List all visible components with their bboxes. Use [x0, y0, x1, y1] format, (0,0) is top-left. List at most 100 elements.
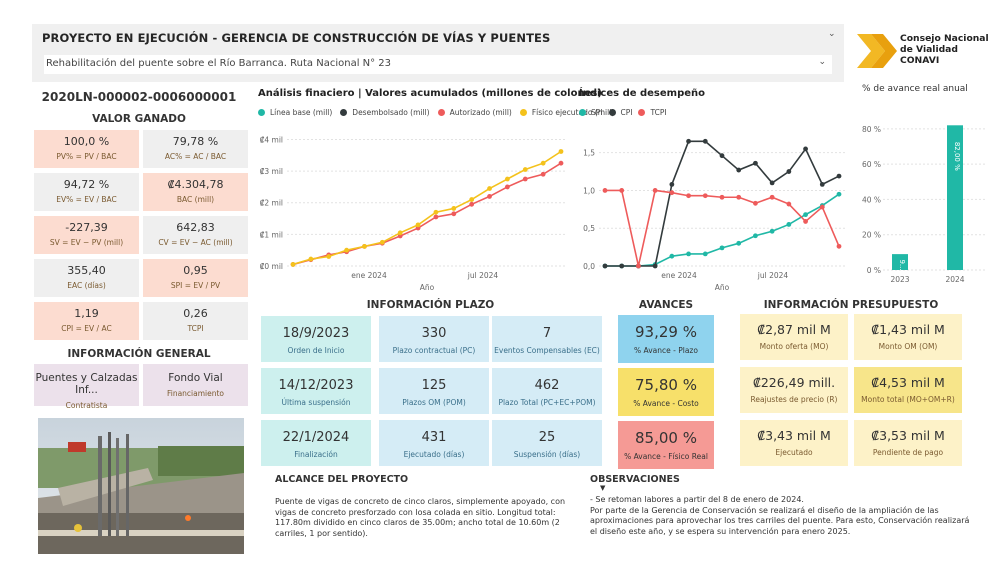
plazo-card: 462 Plazo Total (PC+EC+POM): [492, 368, 602, 414]
data-point: [308, 256, 314, 262]
plazo-card: 330 Plazo contractual (PC): [379, 316, 489, 362]
caret-down-icon[interactable]: ▼: [600, 484, 606, 492]
kpi-card: 79,78 % AC% = AC / BAC: [143, 130, 248, 168]
legend-item-desembolsado[interactable]: Desembolsado (mill): [340, 108, 430, 117]
bar-2024: [947, 125, 963, 270]
presupuesto-label: Monto total (MO+OM+R): [861, 395, 955, 404]
data-point: [652, 263, 658, 269]
plazo-label: Última suspensión: [281, 398, 351, 407]
plazo-card: 22/1/2024 Finalización: [261, 420, 371, 466]
avance-card: 75,80 % % Avance - Costo: [618, 368, 714, 416]
presupuesto-value: ₡3,53 mil M: [871, 428, 945, 443]
data-point: [558, 149, 564, 154]
finance-line-chart: ₡0 mil ₡1 mil ₡2 mil ₡3 mil ₡4 mil ene 2024 ju…: [260, 135, 567, 292]
legend-item-fisico[interactable]: Físico ejecutado (mill): [519, 108, 614, 117]
indices-line-chart: 0,0 0,5 1,0 1,5 ene 2024 jul 2024 Año: [583, 138, 845, 292]
presupuesto-card: ₡2,87 mil M Monto oferta (MO): [740, 314, 848, 360]
plazo-card: 125 Plazos OM (POM): [379, 368, 489, 414]
plazo-label: Plazos OM (POM): [402, 398, 466, 407]
bar-2023: [892, 254, 908, 270]
data-point: [415, 222, 421, 228]
data-point: [786, 201, 792, 207]
data-point: [786, 169, 792, 174]
finance-chart-title: Análisis finaciero | Valores acumulados …: [258, 88, 602, 99]
presupuesto-value: ₡1,43 mil M: [871, 322, 945, 337]
legend-item-cpi[interactable]: CPI: [608, 108, 632, 117]
kpi-label: BAC (mill): [176, 195, 215, 204]
data-point: [736, 194, 742, 200]
data-point: [836, 243, 842, 249]
data-point: [619, 188, 625, 193]
kpi-value: 1,19: [74, 307, 99, 320]
data-point: [702, 193, 708, 199]
data-point: [451, 206, 457, 211]
plazo-value: 18/9/2023: [282, 326, 350, 341]
data-point: [803, 219, 808, 224]
plazo-value: 330: [421, 326, 447, 341]
valor-ganado-title: VALOR GANADO: [92, 113, 186, 125]
contract-code: 2020LN-000002-0006000001: [41, 90, 237, 104]
plazo-value: 431: [421, 430, 447, 445]
data-point: [619, 263, 625, 269]
data-point: [686, 138, 691, 144]
data-point: [433, 214, 439, 220]
data-point: [669, 190, 675, 196]
legend-item-linea-base[interactable]: Línea base (mill): [258, 108, 332, 117]
data-point: [702, 251, 708, 257]
y-tick-label: ₡2 mil: [260, 199, 283, 208]
contratista-value: Puentes y Calzadas Inf...: [35, 372, 138, 396]
plazo-value: 7: [542, 326, 552, 341]
indices-legend: SPI CPI TCPI: [579, 108, 667, 117]
chevron-down-icon[interactable]: ⌄: [828, 29, 836, 39]
y-tick-label: 80 %: [862, 125, 881, 134]
kpi-label: SPI = EV / PV: [170, 281, 221, 290]
project-selector-panel: PROYECTO EN EJECUCIÓN - GERENCIA DE CONS…: [32, 24, 844, 82]
kpi-card: 355,40 EAC (días): [34, 259, 139, 297]
presupuesto-label: Pendiente de pago: [872, 448, 944, 457]
presupuesto-label: Reajustes de precio (R): [750, 395, 838, 404]
presupuesto-card: ₡3,53 mil M Pendiente de pago: [854, 420, 962, 466]
annual-chart-title: % de avance real anual: [862, 84, 968, 94]
presupuesto-title: INFORMACIÓN PRESUPUESTO: [763, 299, 939, 311]
kpi-label: CV = EV − AC (mill): [158, 238, 233, 247]
data-point: [803, 146, 808, 152]
presupuesto-label: Monto oferta (MO): [759, 342, 829, 351]
x-tick-label: jul 2024: [757, 271, 789, 280]
plazo-label: Plazo Total (PC+EC+POM): [498, 398, 596, 407]
plazo-label: Plazo contractual (PC): [392, 346, 476, 355]
data-point: [602, 263, 608, 269]
kpi-card: 0,26 TCPI: [143, 302, 248, 340]
y-tick-label: ₡4 mil: [260, 135, 283, 144]
avance-label: % Avance - Costo: [633, 399, 699, 408]
indices-chart-title: Índices de desempeño: [579, 88, 706, 99]
project-dropdown[interactable]: Rehabilitación del puente sobre el Río B…: [44, 55, 832, 74]
legend-item-tcpi[interactable]: TCPI: [638, 108, 667, 117]
presupuesto-value: ₡226,49 mill.: [752, 375, 836, 390]
legend-item-autorizado[interactable]: Autorizado (mill): [437, 108, 512, 117]
plazo-label: Finalización: [294, 450, 338, 459]
data-point: [769, 194, 775, 200]
data-point: [719, 153, 725, 159]
data-point: [753, 160, 758, 166]
kpi-card: 1,19 CPI = EV / AC: [34, 302, 139, 340]
kpi-value: -227,39: [65, 221, 108, 234]
plazo-value: 22/1/2024: [282, 430, 350, 445]
data-point: [469, 197, 475, 202]
series-line-f-sico-ejecutado-mill-: [292, 150, 562, 266]
x-tick-label: 2024: [945, 275, 964, 284]
chevron-down-icon[interactable]: ⌄: [818, 57, 826, 67]
conavi-logo-mark: [857, 34, 897, 68]
data-point: [505, 184, 510, 190]
data-point: [669, 253, 675, 259]
legend-item-spi[interactable]: SPI: [579, 108, 603, 117]
kpi-value: 0,26: [183, 307, 208, 320]
page-title: PROYECTO EN EJECUCIÓN - GERENCIA DE CONS…: [42, 31, 551, 45]
y-tick-label: 1,5: [583, 149, 595, 158]
kpi-card: -227,39 SV = EV − PV (mill): [34, 216, 139, 254]
x-tick-label: jul 2024: [467, 271, 499, 280]
data-point: [344, 247, 349, 253]
avance-card: 93,29 % % Avance - Plazo: [618, 315, 714, 363]
data-point: [769, 228, 775, 234]
data-point: [836, 173, 842, 179]
kpi-card: 100,0 % PV% = PV / BAC: [34, 130, 139, 168]
